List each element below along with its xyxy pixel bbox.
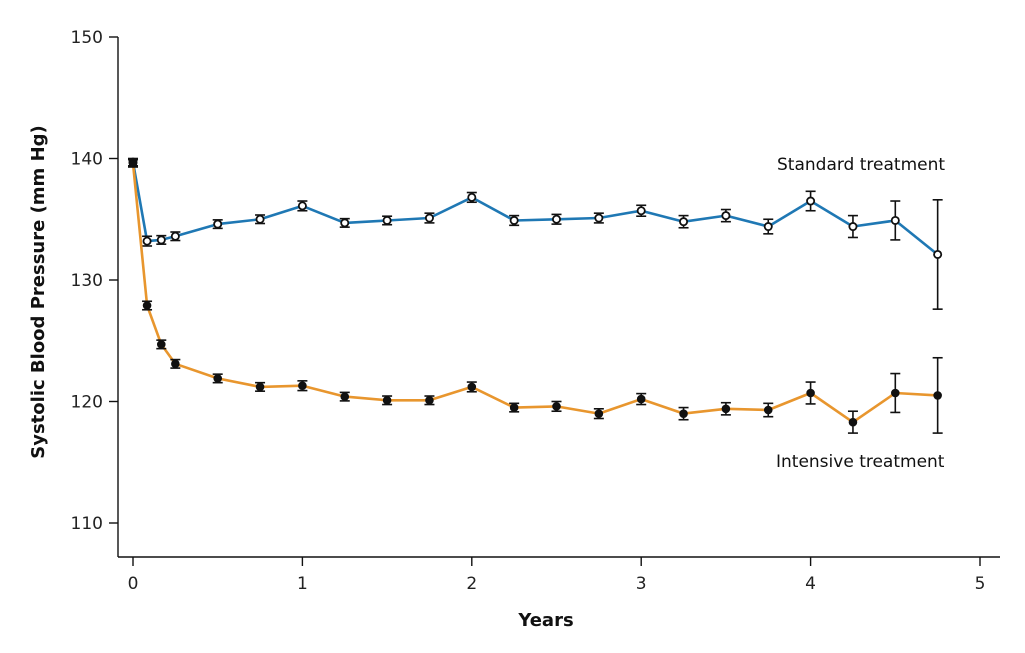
- data-point: [171, 359, 180, 369]
- data-point: [340, 392, 350, 401]
- series-line: [131, 161, 939, 256]
- data-point: [763, 405, 773, 415]
- series-standard: [128, 157, 943, 310]
- data-point: [213, 374, 222, 383]
- data-point: [933, 391, 942, 400]
- data-point: [636, 394, 646, 404]
- y-tick-label: 110: [71, 514, 103, 534]
- series-label-intensive: Intensive treatment: [776, 452, 945, 472]
- data-point: [424, 213, 434, 223]
- data-point: [679, 217, 689, 227]
- data-point: [255, 214, 265, 224]
- series-labels: Standard treatment Intensive treatment: [776, 155, 945, 472]
- x-tick-label: 4: [805, 574, 816, 594]
- data-point: [128, 159, 138, 168]
- data-point: [156, 235, 166, 245]
- data-point: [340, 218, 350, 228]
- data-point: [156, 340, 166, 349]
- data-point: [467, 382, 477, 392]
- data-point: [213, 219, 223, 229]
- series-intensive: [128, 158, 943, 434]
- data-point: [170, 231, 180, 241]
- data-point: [636, 206, 646, 216]
- data-point: [142, 301, 152, 310]
- data-point: [594, 213, 604, 223]
- series-layer: [128, 157, 943, 434]
- data-point: [806, 196, 816, 206]
- x-tick-label: 2: [466, 574, 477, 594]
- x-tick-label: 0: [128, 574, 139, 594]
- data-point: [255, 382, 265, 392]
- data-point: [509, 215, 519, 225]
- y-axis-title: Systolic Blood Pressure (mm Hg): [28, 125, 49, 458]
- series-line: [131, 163, 938, 424]
- data-point: [848, 222, 858, 232]
- data-point: [806, 388, 815, 398]
- x-tick-label: 1: [297, 574, 308, 594]
- data-point: [721, 211, 731, 221]
- data-point: [552, 214, 562, 224]
- data-point: [467, 192, 477, 202]
- x-tick-label: 5: [975, 574, 986, 594]
- data-point: [297, 201, 307, 211]
- data-point: [382, 215, 392, 225]
- x-tick-label: 3: [636, 574, 647, 594]
- data-point: [848, 417, 858, 427]
- y-tick-label: 140: [71, 150, 103, 170]
- data-point: [382, 395, 392, 405]
- data-point: [142, 236, 152, 246]
- x-axis: 0 1 2 3 4 5: [118, 556, 1000, 594]
- x-axis-title: Years: [517, 610, 573, 631]
- data-point: [763, 222, 773, 232]
- data-point: [891, 388, 900, 398]
- y-tick-label: 130: [71, 271, 103, 291]
- data-point: [594, 409, 604, 418]
- data-point: [425, 395, 434, 405]
- data-point: [509, 403, 519, 412]
- y-axis: 110 120 130 140 150: [71, 28, 119, 557]
- y-tick-label: 120: [71, 393, 103, 413]
- data-point: [933, 249, 943, 259]
- data-point: [552, 402, 561, 411]
- data-point: [298, 381, 307, 391]
- data-point: [679, 409, 688, 418]
- y-tick-label: 150: [71, 28, 103, 48]
- x-ticks: 0 1 2 3 4 5: [128, 557, 986, 594]
- series-label-standard: Standard treatment: [777, 155, 945, 175]
- y-ticks: 110 120 130 140 150: [71, 28, 118, 534]
- data-point: [721, 404, 731, 414]
- data-point: [890, 215, 900, 225]
